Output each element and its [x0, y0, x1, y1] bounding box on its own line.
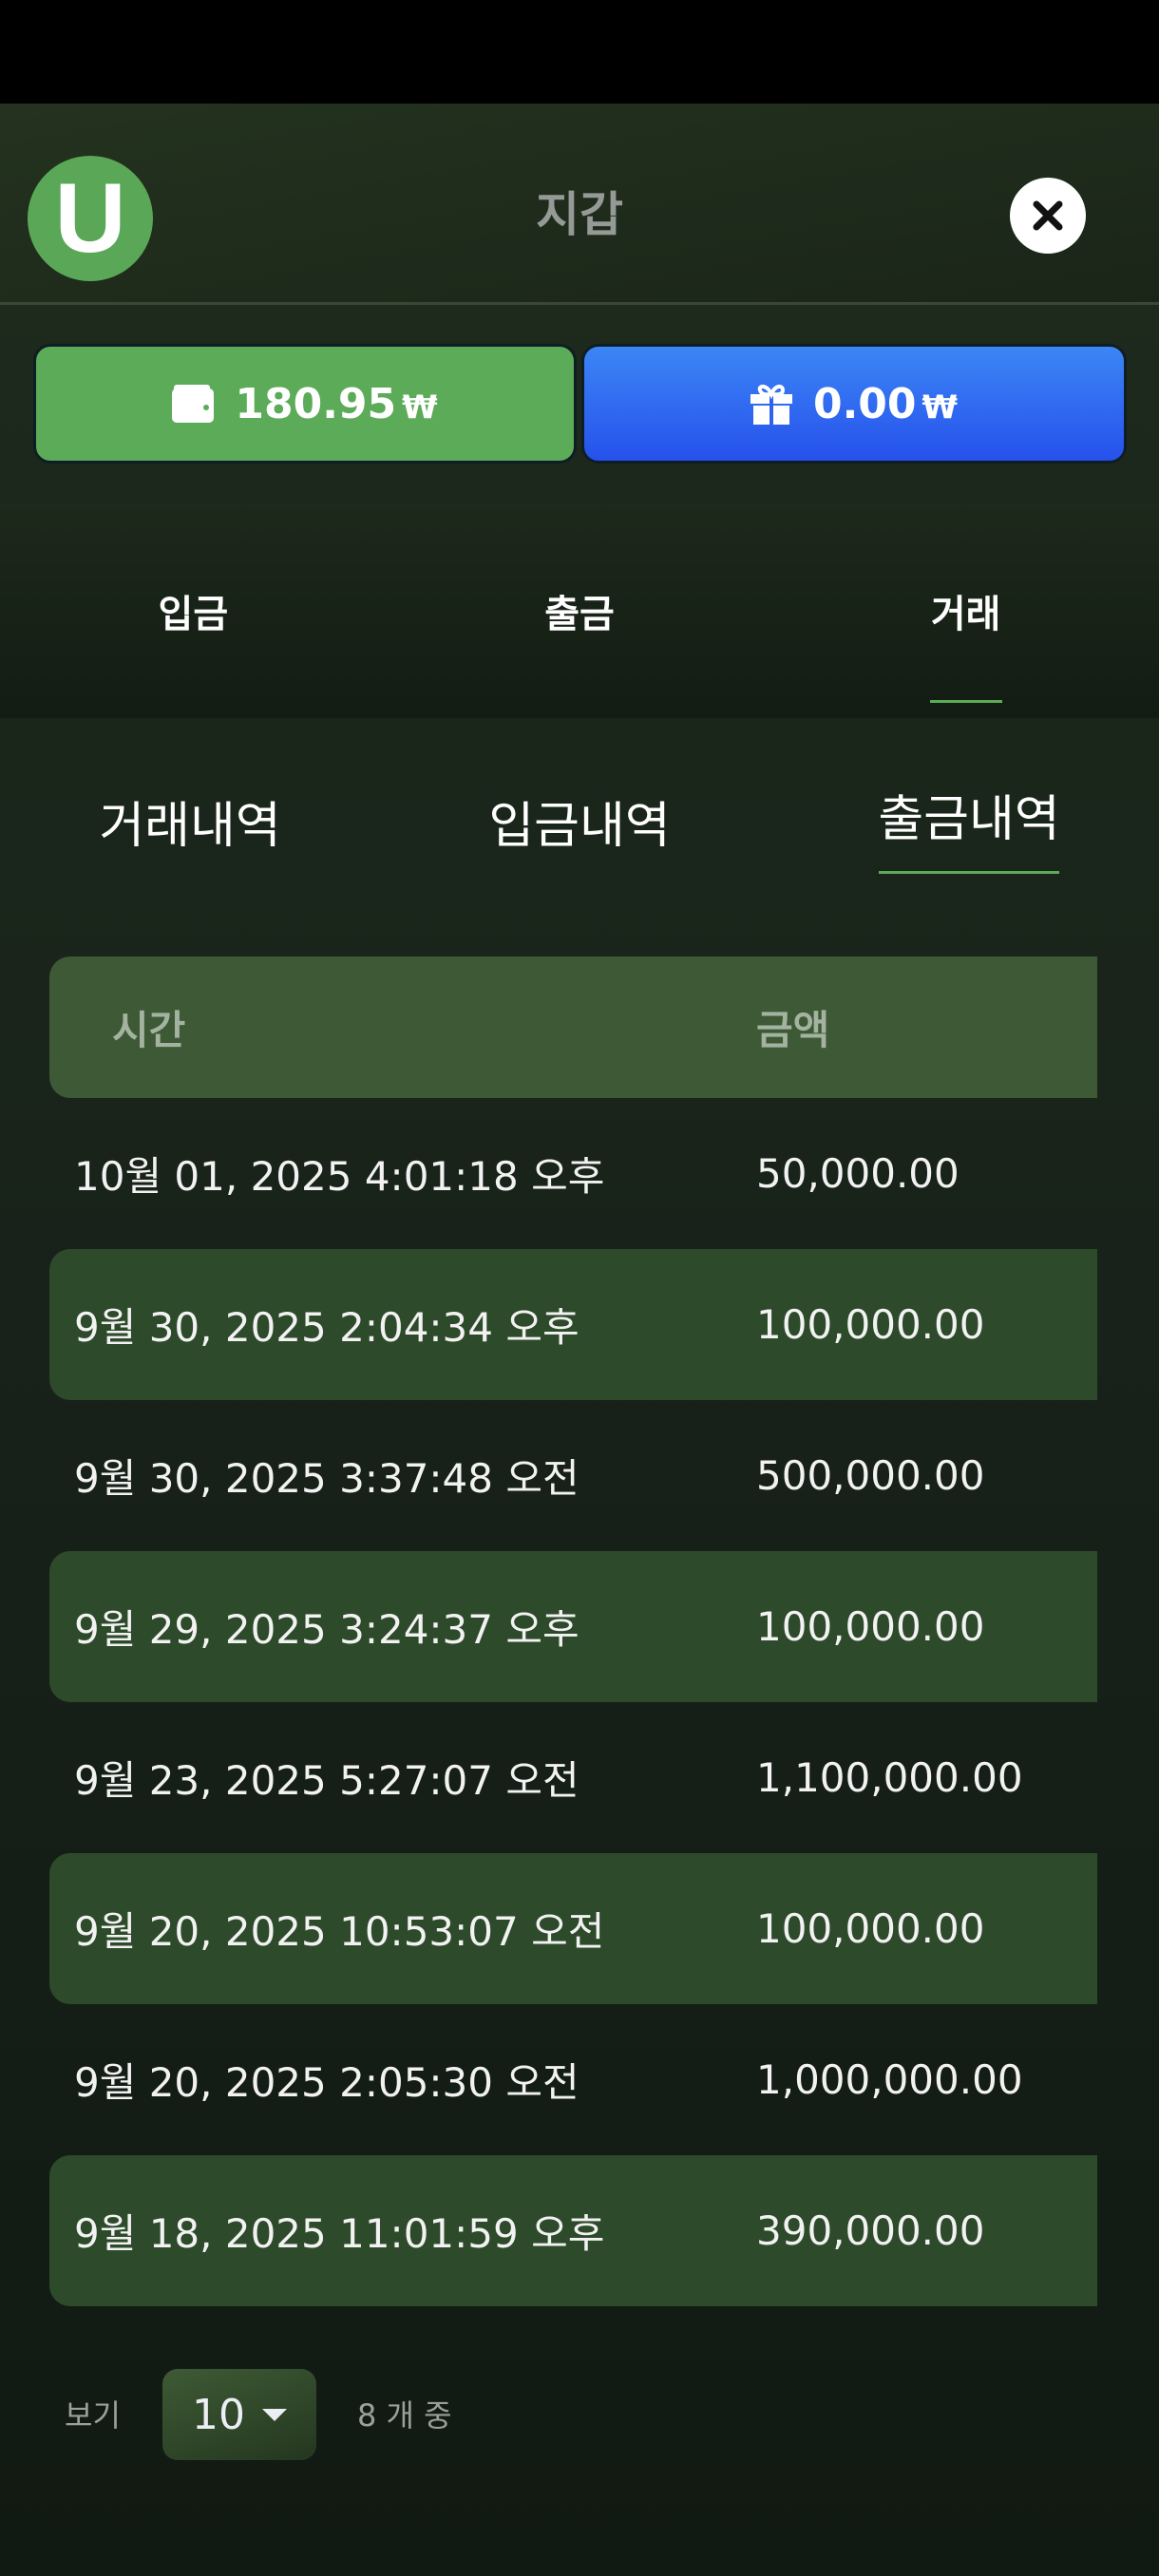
amount-cell: 1,100,000.00: [756, 1754, 1023, 1801]
table-row: 9월 18, 2025 11:01:59 오후 390,000.00: [49, 2155, 1097, 2306]
amount-cell: 500,000.00: [756, 1452, 985, 1499]
table-row: 9월 30, 2025 3:37:48 오전 500,000.00: [49, 1400, 1097, 1551]
close-icon: [1033, 200, 1063, 231]
table-row: 9월 20, 2025 2:05:30 오전 1,000,000.00: [49, 2004, 1097, 2155]
amount-cell: 390,000.00: [756, 2207, 985, 2254]
bonus-balance-button[interactable]: 0.00 ₩: [581, 344, 1127, 464]
pagination: 보기 10 8 개 중: [0, 2369, 1159, 2460]
page-size-value: 10: [192, 2390, 245, 2439]
time-cell: 9월 20, 2025 2:05:30 오전: [74, 2059, 580, 2106]
amount-cell: 50,000.00: [756, 1150, 960, 1197]
table-row: 9월 29, 2025 3:24:37 오후 100,000.00: [49, 1551, 1097, 1702]
history-tabs: 거래내역 입금내역 출금내역: [48, 779, 1112, 874]
table-row: 9월 30, 2025 2:04:34 오후 100,000.00: [49, 1249, 1097, 1400]
main-balance-button[interactable]: 180.95 ₩: [33, 344, 577, 464]
gift-icon: [750, 384, 792, 425]
caret-down-icon: [262, 2408, 287, 2421]
currency-symbol: ₩: [922, 388, 959, 426]
page-size-select[interactable]: 10: [162, 2369, 316, 2460]
tab-withdraw[interactable]: 출금: [544, 593, 615, 636]
time-cell: 9월 30, 2025 2:04:34 오후: [74, 1304, 580, 1351]
status-bar: [0, 0, 1159, 104]
withdraw-history-table: 시간 금액 10월 01, 2025 4:01:18 오후 50,000.00 9월…: [49, 957, 1097, 2306]
header: [0, 104, 1159, 304]
bonus-balance-amount: 0.00: [812, 379, 917, 428]
currency-symbol: ₩: [402, 388, 438, 426]
column-header-amount: 금액: [756, 1007, 830, 1053]
close-button[interactable]: [1010, 178, 1086, 254]
amount-cell: 1,000,000.00: [756, 2056, 1023, 2103]
time-cell: 9월 23, 2025 5:27:07 오전: [74, 1757, 580, 1804]
wallet-icon: [172, 385, 215, 423]
time-cell: 9월 20, 2025 10:53:07 오전: [74, 1908, 605, 1955]
time-cell: 10월 01, 2025 4:01:18 오후: [74, 1153, 605, 1200]
logo: U: [28, 156, 153, 281]
subtab-transaction-history[interactable]: 거래내역: [99, 798, 281, 855]
table-row: 9월 20, 2025 10:53:07 오전 100,000.00: [49, 1853, 1097, 2004]
divider: [0, 302, 1159, 305]
table-row: 9월 23, 2025 5:27:07 오전 1,100,000.00: [49, 1702, 1097, 1853]
tab-transactions[interactable]: 거래: [772, 503, 1159, 718]
page-title: 지갑: [536, 187, 623, 242]
subtab-deposit-history[interactable]: 입금내역: [488, 798, 671, 855]
subtab-withdraw-history[interactable]: 출금내역: [826, 779, 1112, 874]
time-cell: 9월 18, 2025 11:01:59 오후: [74, 2210, 605, 2257]
show-label: 보기: [65, 2397, 121, 2434]
column-header-time: 시간: [112, 1007, 186, 1053]
tab-deposit[interactable]: 입금: [158, 593, 229, 636]
table-header: 시간 금액: [49, 957, 1097, 1098]
table-row: 10월 01, 2025 4:01:18 오후 50,000.00: [49, 1098, 1097, 1249]
main-balance-amount: 180.95: [235, 379, 397, 428]
main-tabs: 입금 출금 거래: [0, 503, 1159, 718]
amount-cell: 100,000.00: [756, 1301, 985, 1348]
total-count: 8 개 중: [357, 2397, 452, 2434]
amount-cell: 100,000.00: [756, 1603, 985, 1650]
time-cell: 9월 29, 2025 3:24:37 오후: [74, 1606, 580, 1653]
time-cell: 9월 30, 2025 3:37:48 오전: [74, 1455, 580, 1502]
amount-cell: 100,000.00: [756, 1905, 985, 1952]
